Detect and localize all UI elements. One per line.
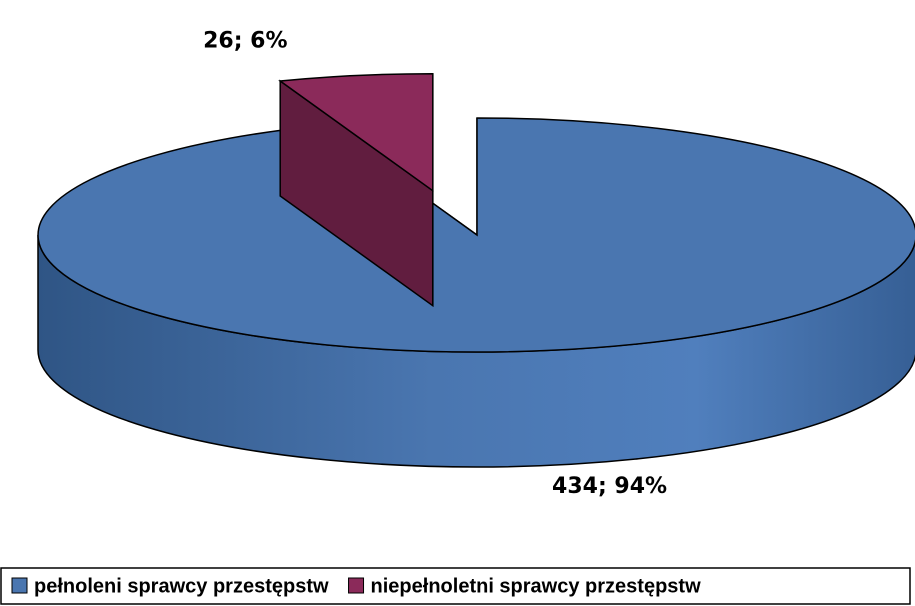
- legend-swatch: [11, 577, 28, 594]
- pie: [37, 72, 915, 468]
- legend-swatch: [348, 577, 365, 594]
- slice-top: [278, 72, 434, 193]
- legend-label: niepełnoletni sprawcy przestępstw: [371, 575, 702, 597]
- legend-label: pełnoleni sprawcy przestępstw: [34, 575, 329, 597]
- slice-top: [37, 117, 915, 353]
- legend-box: [0, 567, 911, 605]
- data-label: 434; 94%: [552, 474, 667, 499]
- data-label: 26; 6%: [203, 29, 287, 54]
